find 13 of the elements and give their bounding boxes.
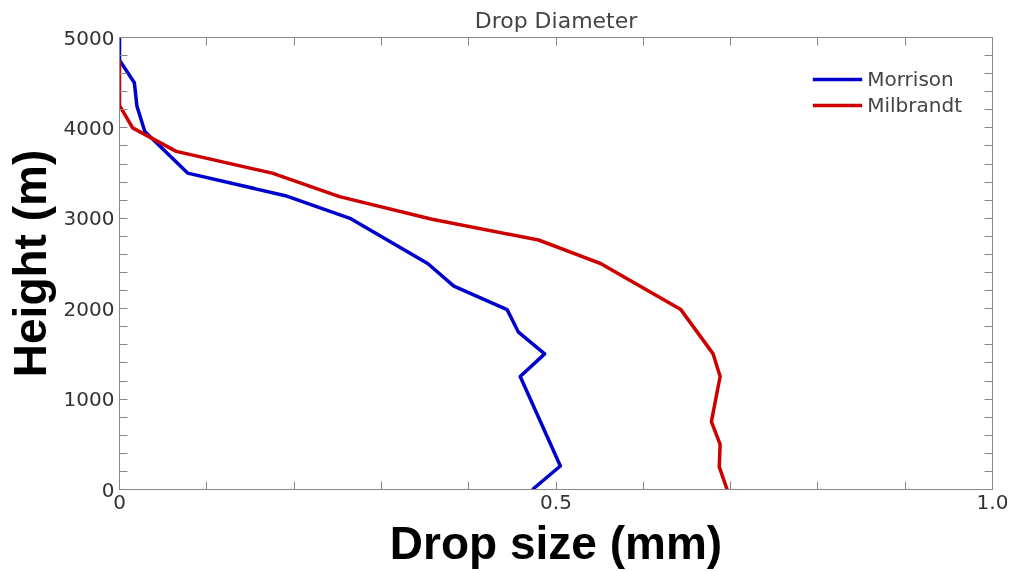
x-axis-title: Drop size (mm) — [389, 516, 723, 569]
line-series — [119, 58, 729, 490]
legend-label: Milbrandt — [867, 93, 962, 117]
y-tick-label: 1000 — [63, 387, 115, 412]
y-tick-label: 3000 — [63, 206, 115, 231]
y-axis-title: Height (m) — [3, 149, 56, 378]
y-tick-label: 5000 — [63, 25, 115, 50]
chart-title: Drop Diameter — [474, 7, 639, 33]
x-tick-label: 1.0 — [976, 489, 1009, 514]
y-tick-label: 2000 — [63, 296, 115, 321]
legend-label: Morrison — [867, 67, 954, 91]
y-tick-label: 4000 — [63, 115, 115, 140]
x-tick-label: 0.5 — [540, 489, 572, 514]
